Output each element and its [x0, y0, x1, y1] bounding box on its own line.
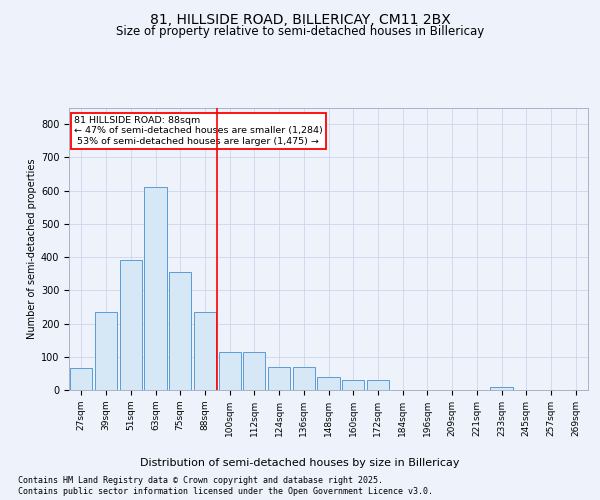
- Text: 81 HILLSIDE ROAD: 88sqm
← 47% of semi-detached houses are smaller (1,284)
 53% o: 81 HILLSIDE ROAD: 88sqm ← 47% of semi-de…: [74, 116, 323, 146]
- Bar: [293, 366, 315, 390]
- Text: Distribution of semi-detached houses by size in Billericay: Distribution of semi-detached houses by …: [140, 458, 460, 468]
- Bar: [95, 312, 117, 390]
- Bar: [218, 352, 241, 390]
- Text: 81, HILLSIDE ROAD, BILLERICAY, CM11 2BX: 81, HILLSIDE ROAD, BILLERICAY, CM11 2BX: [149, 12, 451, 26]
- Text: Contains HM Land Registry data © Crown copyright and database right 2025.: Contains HM Land Registry data © Crown c…: [18, 476, 383, 485]
- Y-axis label: Number of semi-detached properties: Number of semi-detached properties: [26, 158, 37, 339]
- Text: Contains public sector information licensed under the Open Government Licence v3: Contains public sector information licen…: [18, 488, 433, 496]
- Bar: [119, 260, 142, 390]
- Bar: [490, 386, 512, 390]
- Bar: [342, 380, 364, 390]
- Bar: [317, 376, 340, 390]
- Bar: [268, 366, 290, 390]
- Bar: [70, 368, 92, 390]
- Bar: [194, 312, 216, 390]
- Bar: [169, 272, 191, 390]
- Text: Size of property relative to semi-detached houses in Billericay: Size of property relative to semi-detach…: [116, 25, 484, 38]
- Bar: [145, 188, 167, 390]
- Bar: [367, 380, 389, 390]
- Bar: [243, 352, 265, 390]
